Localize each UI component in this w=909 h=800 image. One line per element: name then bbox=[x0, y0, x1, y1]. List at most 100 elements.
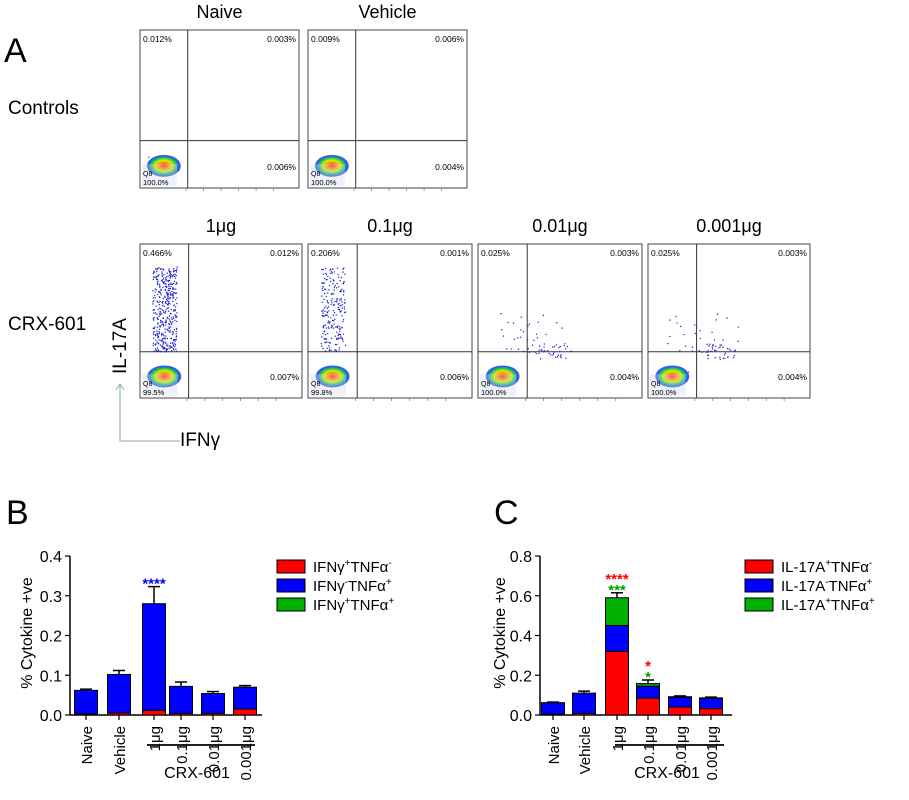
gate-region bbox=[142, 374, 178, 396]
bar-segment bbox=[668, 696, 692, 698]
legend-swatch bbox=[744, 559, 774, 574]
density-core bbox=[485, 365, 520, 388]
bar-segment bbox=[233, 686, 257, 710]
quadrant-q3-value: 0.007% bbox=[270, 372, 299, 382]
significance-stars: * bbox=[645, 658, 651, 675]
ifng-axis-label: IFNγ bbox=[180, 430, 221, 451]
quadrant-q2-value: 0.003% bbox=[778, 248, 807, 258]
gate-region bbox=[650, 374, 686, 396]
bar-segment bbox=[605, 650, 629, 716]
flow-plot-title: 1μg bbox=[206, 216, 236, 236]
gate-label: Q8 bbox=[311, 381, 320, 388]
quadrant-q3-value: 0.006% bbox=[267, 162, 296, 172]
y-axis-label: % Cytokine +ve bbox=[19, 577, 36, 689]
gate-label: Q8 bbox=[143, 171, 152, 178]
y-tick-label: 0.2 bbox=[40, 629, 62, 646]
legend-swatch bbox=[276, 578, 306, 593]
y-axis-label: % Cytokine +ve bbox=[492, 577, 509, 689]
x-tick-label: 0.01μg bbox=[206, 726, 223, 772]
significance-stars: **** bbox=[605, 571, 629, 588]
legend-swatch bbox=[276, 597, 306, 612]
gate-label: Q8 bbox=[143, 381, 152, 388]
gate-label: Q8 bbox=[311, 171, 320, 178]
flow-plot-frame bbox=[139, 243, 303, 399]
quadrant-q3-value: 0.004% bbox=[610, 372, 639, 382]
quadrant-q4-value: 99.8% bbox=[311, 388, 333, 397]
crx-row-label: CRX-601 bbox=[8, 314, 86, 335]
bar-segment bbox=[668, 706, 692, 716]
bar-segment bbox=[74, 689, 98, 715]
bar-segment bbox=[142, 603, 166, 711]
bar-segment bbox=[572, 692, 596, 714]
bar-segment bbox=[169, 685, 193, 714]
legend-label: IFNγ-TNFα+ bbox=[313, 577, 392, 595]
legend-label: IFNγ+TNFα- bbox=[313, 558, 392, 576]
bar-segment bbox=[636, 697, 660, 716]
gate-label: Q8 bbox=[481, 381, 490, 388]
flow-plot-title: 0.001μg bbox=[696, 216, 761, 236]
legend-label: IL-17A+TNFα- bbox=[781, 558, 872, 576]
quadrant-q1-value: 0.025% bbox=[651, 248, 680, 258]
bar-segment bbox=[636, 685, 660, 699]
axis-arrow-up bbox=[115, 383, 125, 391]
y-tick-label: 0.8 bbox=[510, 549, 532, 566]
quadrant-q4-value: 100.0% bbox=[481, 388, 507, 397]
quadrant-q3-value: 0.004% bbox=[435, 162, 464, 172]
x-tick-label: 1μg bbox=[610, 726, 627, 751]
panel-a-letter: A bbox=[4, 32, 27, 70]
bar-segment bbox=[201, 693, 225, 714]
bar-segment bbox=[605, 625, 629, 652]
panel-c-letter: C bbox=[494, 494, 519, 532]
quadrant-q1-value: 0.009% bbox=[311, 34, 340, 44]
legend-swatch bbox=[744, 578, 774, 593]
quadrant-q3-value: 0.004% bbox=[778, 372, 807, 382]
il17a-axis-label: IL-17A bbox=[110, 318, 131, 374]
x-tick-label: Vehicle bbox=[577, 726, 594, 774]
flow-plot-title: 0.01μg bbox=[532, 216, 587, 236]
quadrant-q2-value: 0.001% bbox=[440, 248, 469, 258]
quadrant-q4-value: 100.0% bbox=[143, 178, 169, 187]
quadrant-q1-value: 0.012% bbox=[143, 34, 172, 44]
bar-segment bbox=[107, 673, 131, 714]
bar-segment bbox=[668, 696, 692, 708]
bar-segment bbox=[699, 697, 723, 699]
flow-plot-title: Naive bbox=[196, 2, 242, 22]
x-tick-label: 0.001μg bbox=[238, 726, 255, 781]
group-label: CRX-601 bbox=[634, 765, 700, 782]
flow-plot-title: Vehicle bbox=[358, 2, 416, 22]
gate-region bbox=[310, 374, 347, 396]
quadrant-q1-value: 0.466% bbox=[143, 248, 172, 258]
density-core bbox=[314, 154, 349, 177]
group-label: CRX-601 bbox=[164, 765, 230, 782]
controls-row-label: Controls bbox=[8, 98, 79, 119]
bar-segment bbox=[605, 597, 629, 627]
quadrant-q2-value: 0.012% bbox=[270, 248, 299, 258]
quadrant-q2-value: 0.006% bbox=[435, 34, 464, 44]
bar-segment bbox=[142, 709, 166, 716]
bar-segment bbox=[233, 708, 257, 716]
quadrant-q2-value: 0.003% bbox=[267, 34, 296, 44]
bar-segment bbox=[699, 697, 723, 710]
y-tick-label: 0.4 bbox=[510, 629, 532, 646]
event-dots bbox=[320, 267, 348, 386]
legend-label: IL-17A+TNFα+ bbox=[781, 596, 875, 614]
legend-swatch bbox=[276, 559, 306, 574]
legend-label: IFNγ+TNFα+ bbox=[313, 596, 394, 614]
quadrant-q3-value: 0.006% bbox=[440, 372, 469, 382]
flow-plot-frame bbox=[139, 29, 300, 189]
quadrant-q2-value: 0.003% bbox=[610, 248, 639, 258]
y-tick-label: 0.0 bbox=[40, 708, 62, 725]
bar-segment bbox=[699, 708, 723, 716]
density-core bbox=[655, 365, 690, 388]
density-core bbox=[315, 365, 350, 388]
density-core bbox=[147, 365, 182, 388]
significance-stars: *** bbox=[608, 582, 626, 599]
quadrant-q1-value: 0.025% bbox=[481, 248, 510, 258]
